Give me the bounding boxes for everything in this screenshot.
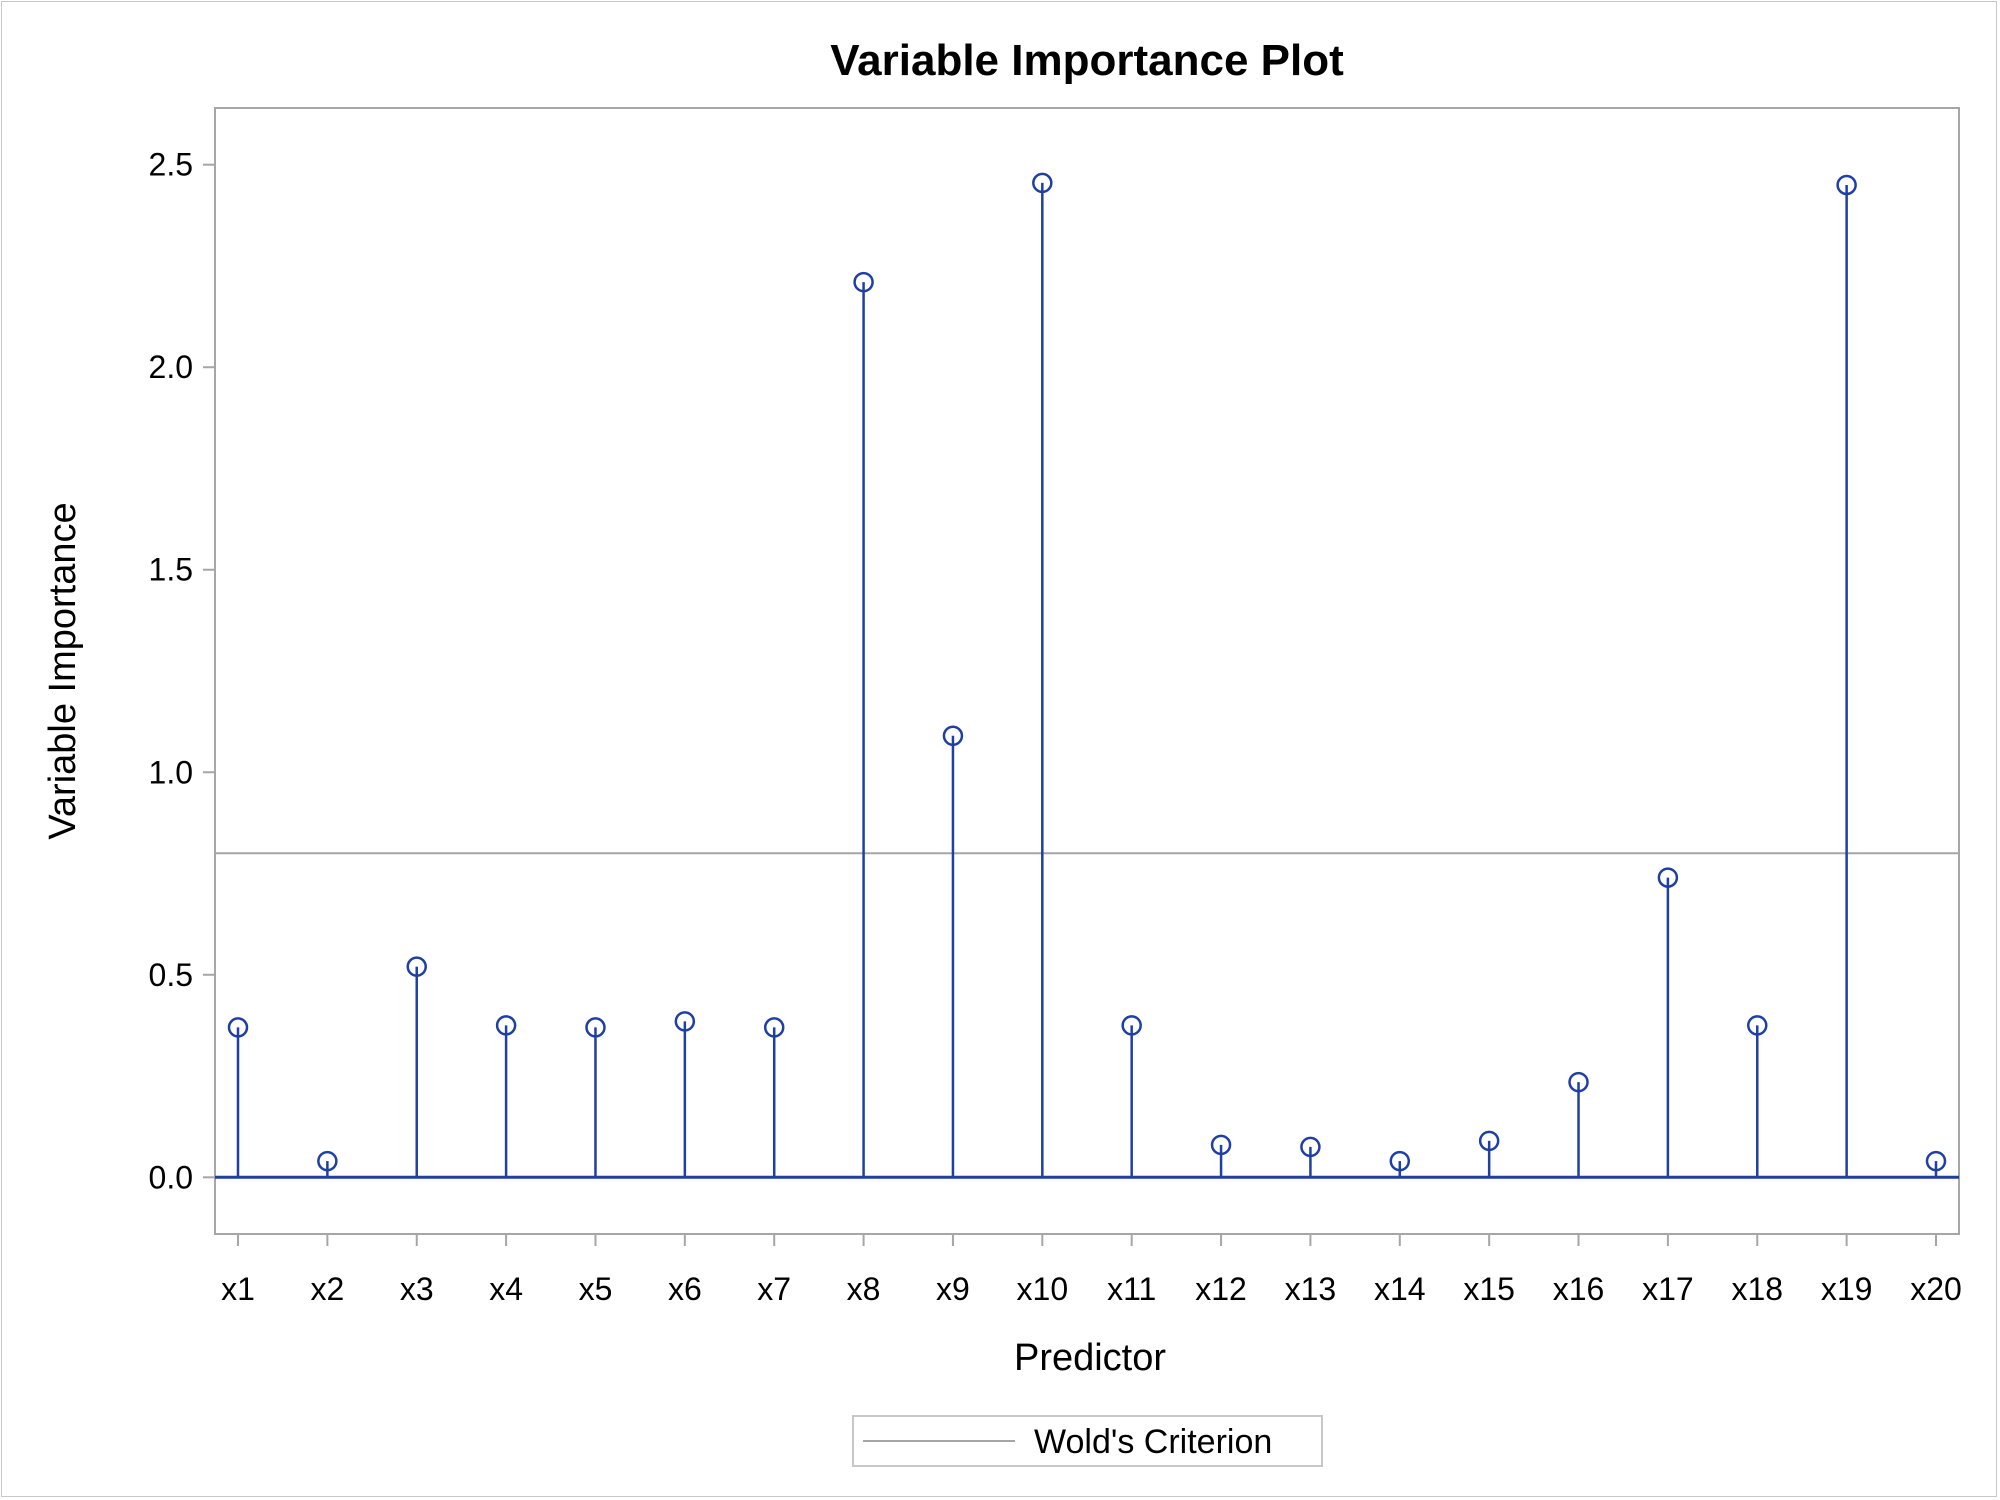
marker-x18: [1747, 1015, 1768, 1036]
y-tick-label: 0.5: [149, 957, 193, 993]
marker-x12: [1210, 1134, 1232, 1156]
x-tick-label: x10: [1017, 1271, 1069, 1307]
marker-x11: [1121, 1015, 1142, 1036]
marker-x20: [1925, 1150, 1947, 1172]
marker-x5: [585, 1017, 606, 1038]
marker-x16: [1568, 1071, 1589, 1093]
marker-x17: [1657, 867, 1679, 888]
x-tick-label: x12: [1195, 1271, 1247, 1307]
x-tick-label: x2: [310, 1271, 344, 1307]
marker-x10: [1032, 172, 1053, 194]
needle-series: [227, 172, 1947, 1178]
legend-label: Wold's Criterion: [1034, 1423, 1272, 1461]
marker-x2: [317, 1150, 338, 1172]
y-axis-title: Variable Importance: [42, 502, 84, 839]
x-tick-label: x3: [400, 1271, 434, 1307]
x-axis-title: Predictor: [1014, 1337, 1166, 1379]
x-tick-label: x7: [757, 1271, 791, 1307]
marker-x6: [674, 1011, 696, 1032]
x-tick-label: x9: [936, 1271, 970, 1307]
x-tick-label: x6: [668, 1271, 702, 1307]
x-tick-label: x17: [1642, 1271, 1694, 1307]
y-tick-label: 2.5: [149, 147, 193, 183]
y-tick-label: 1.0: [149, 754, 193, 790]
marker-x9: [942, 725, 964, 747]
y-tick-label: 1.5: [149, 552, 193, 588]
x-tick-label: x19: [1821, 1271, 1873, 1307]
x-tick-label: x8: [847, 1271, 881, 1307]
x-tick-label: x1: [221, 1271, 255, 1307]
marker-x4: [495, 1015, 517, 1036]
x-tick-label: x4: [489, 1271, 523, 1307]
x-tick-label: x16: [1553, 1271, 1605, 1307]
y-tick-label: 0.0: [149, 1159, 193, 1195]
x-tick-label: x13: [1285, 1271, 1337, 1307]
plot-area: [214, 107, 1960, 1235]
marker-x19: [1836, 174, 1857, 196]
marker-x8: [853, 271, 874, 293]
chart-title: Variable Importance Plot: [830, 36, 1344, 85]
x-tick-label: x14: [1374, 1271, 1426, 1307]
x-axis: x1 x2 x3 x4 x5 x6 x7 x8 x9 x10 x11 x12 x13 x14 x15 x16 x…: [221, 1234, 1962, 1307]
y-tick-label: 2.0: [149, 349, 193, 385]
x-tick-label: x11: [1107, 1271, 1156, 1307]
y-axis: 0.0 0.5 1.0 1.5 2.0 2.5: [149, 147, 215, 1195]
marker-x15: [1478, 1130, 1500, 1152]
marker-x7: [763, 1017, 785, 1038]
legend: Wold's Criterion: [852, 1415, 1323, 1467]
marker-x1: [227, 1017, 249, 1038]
x-tick-label: x20: [1910, 1271, 1962, 1307]
x-tick-label: x5: [579, 1271, 613, 1307]
x-tick-label: x18: [1731, 1271, 1783, 1307]
marker-x13: [1300, 1136, 1321, 1158]
x-tick-label: x15: [1463, 1271, 1515, 1307]
marker-x3: [406, 956, 427, 977]
marker-x14: [1389, 1150, 1411, 1172]
